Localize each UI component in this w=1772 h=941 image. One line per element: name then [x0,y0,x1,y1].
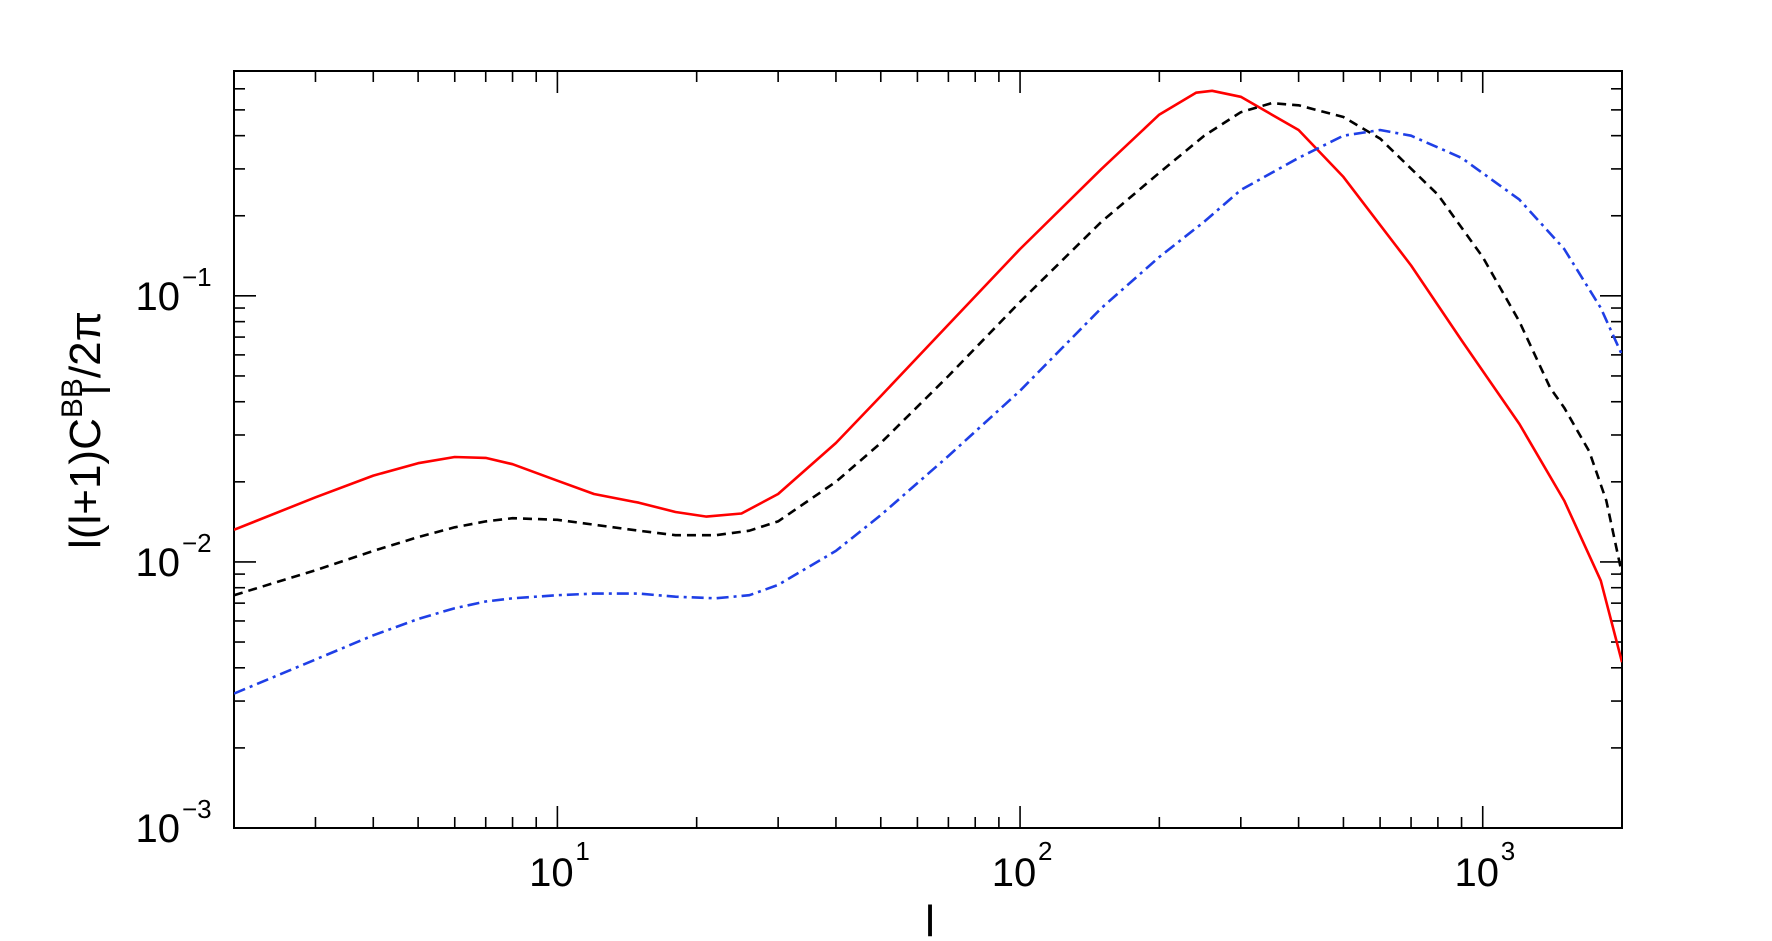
svg-text:10: 10 [1454,851,1499,895]
series-line-2-dashed [234,101,1622,597]
svg-text:10: 10 [136,807,181,851]
svg-text:−1: −1 [182,262,212,292]
series-line-3-dashdot [234,128,1622,695]
y-tick-label: 10 −1 [136,262,212,319]
y-axis-title-subscript: l [75,386,119,395]
y-axis-title-superscript: BB [56,378,89,418]
svg-text:−2: −2 [182,528,212,558]
x-tick-label: 10 3 [1454,836,1515,895]
x-tick-label: 10 2 [992,836,1053,895]
tick-labels: 10 1 10 2 10 310 −310 −210 −1 [136,262,1516,895]
svg-text:3: 3 [1501,836,1515,866]
svg-text:10: 10 [992,851,1037,895]
svg-text:10: 10 [529,851,574,895]
y-tick-label: 10 −2 [136,528,212,585]
series-line-1-solid [234,89,1622,663]
x-axis-title: l [925,897,935,941]
y-tick-label: 10 −3 [136,794,212,851]
series-layer [234,89,1622,695]
y-axis-title-prefix: l(l+1)C [61,418,110,549]
x-tick-label: 10 1 [529,836,590,895]
y-axis-title-suffix: /2π [61,311,110,378]
plot-area-border [233,70,1623,829]
svg-text:−3: −3 [182,794,212,824]
svg-text:1: 1 [575,836,589,866]
svg-text:2: 2 [1038,836,1052,866]
axis-ticks [233,70,1623,829]
svg-text:10: 10 [136,541,181,585]
plot-frame [233,70,1623,829]
svg-text:10: 10 [136,275,181,319]
y-axis-title: l(l+1)CBB/2π [56,311,110,549]
